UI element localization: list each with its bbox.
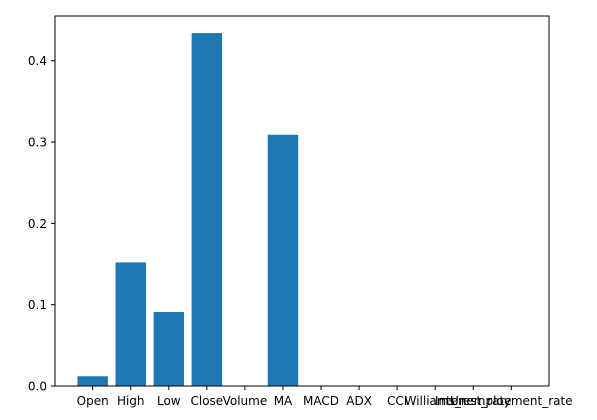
x-tick-label: CCI (387, 394, 407, 408)
x-tick-label: Unemployment_rate (450, 394, 573, 408)
x-tick-label: High (117, 394, 145, 408)
y-tick-label: 0.3 (28, 136, 47, 150)
bars-group (77, 33, 299, 386)
x-tick-label: Close (191, 394, 224, 408)
x-tick-label: ADX (346, 394, 372, 408)
y-tick-label: 0.0 (28, 380, 47, 394)
y-tick-label: 0.1 (28, 298, 47, 312)
bar-close (191, 33, 223, 386)
x-tick-label: MA (274, 394, 293, 408)
plot-frame (54, 15, 550, 387)
bar-open (77, 376, 108, 386)
y-tick-label: 0.4 (28, 54, 47, 68)
y-tick-label: 0.2 (28, 217, 47, 231)
y-axis: 0.0 0.1 0.2 0.3 0.4 (28, 54, 55, 394)
bar-high (115, 262, 146, 386)
x-axis: Open High Low Close Volume MA MACD ADX CCIWillia… (77, 386, 573, 408)
x-tick-label: Interest_rate (435, 394, 512, 408)
x-tick-label: MACD (303, 394, 339, 408)
x-tick-label: Volume (223, 394, 268, 408)
bar-low (153, 312, 185, 386)
x-tick-label: Open (77, 394, 109, 408)
bar-ma (267, 134, 299, 386)
x-tick-label: Low (157, 394, 181, 408)
x-tick-label: Williams_r (405, 394, 466, 408)
